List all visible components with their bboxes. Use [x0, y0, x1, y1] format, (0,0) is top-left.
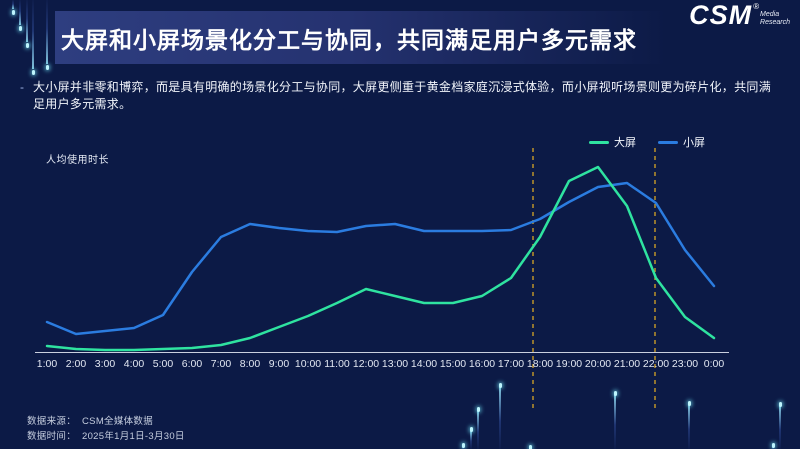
x-tick-10:00: 10:00 — [295, 358, 321, 370]
csm-logo-media: Media — [760, 11, 780, 18]
legend-swatch-blue — [658, 140, 678, 144]
light-streak-dot — [45, 65, 49, 70]
x-tick-0:00: 0:00 — [704, 358, 725, 370]
chart-legend: 大屏 小屏 — [589, 134, 705, 150]
registered-mark-icon: ® — [753, 2, 760, 11]
csm-logo-research: Research — [760, 18, 790, 26]
legend-item-big-screen: 大屏 — [589, 134, 636, 150]
y-axis-label: 人均使用时长 — [46, 155, 109, 166]
slide-title: 大屏和小屏场景化分工与协同，共同满足用户多元需求 — [61, 26, 637, 53]
light-streak-dot — [31, 70, 35, 75]
legend-label-big-screen: 大屏 — [614, 137, 636, 149]
bullet-point: - 大小屏并非零和博弈，而是具有明确的场景化分工与协同，大屏更侧重于黄金档家庭沉… — [20, 79, 782, 113]
legend-item-small-screen: 小屏 — [658, 134, 705, 150]
data-time-value: 2025年1月1日-3月30日 — [82, 431, 185, 442]
bullet-marker: - — [20, 80, 24, 94]
data-source-value: CSM全媒体数据 — [82, 416, 154, 427]
data-source-label: 数据来源： — [27, 416, 77, 427]
x-tick-8:00: 8:00 — [240, 358, 261, 370]
x-tick-9:00: 9:00 — [269, 358, 290, 370]
x-tick-22:00: 22:00 — [643, 358, 669, 370]
light-streak-dot — [476, 407, 480, 412]
light-streak-dot — [687, 401, 691, 406]
x-tick-11:00: 11:00 — [324, 358, 350, 370]
x-tick-13:00: 13:00 — [382, 358, 408, 370]
data-time-label: 数据时间： — [27, 431, 77, 442]
x-tick-23:00: 23:00 — [672, 358, 698, 370]
light-streak-dot — [613, 391, 617, 396]
x-tick-2:00: 2:00 — [66, 358, 87, 370]
x-tick-6:00: 6:00 — [182, 358, 203, 370]
x-tick-21:00: 21:00 — [614, 358, 640, 370]
light-streak-dot — [498, 383, 502, 388]
light-streak-dot — [11, 10, 15, 15]
light-streak-dot — [461, 443, 465, 448]
light-streak-dot — [528, 445, 532, 449]
x-tick-4:00: 4:00 — [124, 358, 145, 370]
light-streak-dot — [778, 402, 782, 407]
footer-notes: 数据来源： CSM全媒体数据 数据时间： 2025年1月1日-3月30日 — [27, 413, 185, 442]
data-source-line: 数据来源： CSM全媒体数据 — [27, 413, 185, 427]
x-tick-1:00: 1:00 — [37, 358, 58, 370]
title-banner: 大屏和小屏场景化分工与协同，共同满足用户多元需求 — [55, 11, 700, 64]
x-tick-3:00: 3:00 — [95, 358, 116, 370]
legend-label-small-screen: 小屏 — [683, 137, 705, 149]
x-tick-18:00: 18:00 — [527, 358, 553, 370]
legend-swatch-green — [589, 140, 609, 144]
light-streak-dot — [25, 43, 29, 48]
series-line-小屏 — [45, 181, 716, 336]
bullet-text: 大小屏并非零和博弈，而是具有明确的场景化分工与协同，大屏更侧重于黄金档家庭沉浸式… — [33, 80, 772, 111]
series-line-大屏 — [45, 165, 716, 352]
light-streak-dot — [18, 26, 22, 31]
csm-logo: CSM ® Media Research — [689, 0, 790, 30]
x-tick-7:00: 7:00 — [211, 358, 232, 370]
data-time-line: 数据时间： 2025年1月1日-3月30日 — [27, 428, 185, 442]
csm-logo-subtext: Media Research — [760, 11, 790, 26]
light-streak-dot — [469, 427, 473, 432]
x-tick-19:00: 19:00 — [556, 358, 582, 370]
x-tick-5:00: 5:00 — [153, 358, 174, 370]
csm-logo-text: CSM — [689, 0, 753, 30]
light-streak-dot — [771, 443, 775, 448]
x-tick-20:00: 20:00 — [585, 358, 611, 370]
x-tick-12:00: 12:00 — [353, 358, 379, 370]
x-tick-16:00: 16:00 — [469, 358, 495, 370]
x-tick-14:00: 14:00 — [411, 358, 437, 370]
x-tick-17:00: 17:00 — [498, 358, 524, 370]
x-tick-15:00: 15:00 — [440, 358, 466, 370]
